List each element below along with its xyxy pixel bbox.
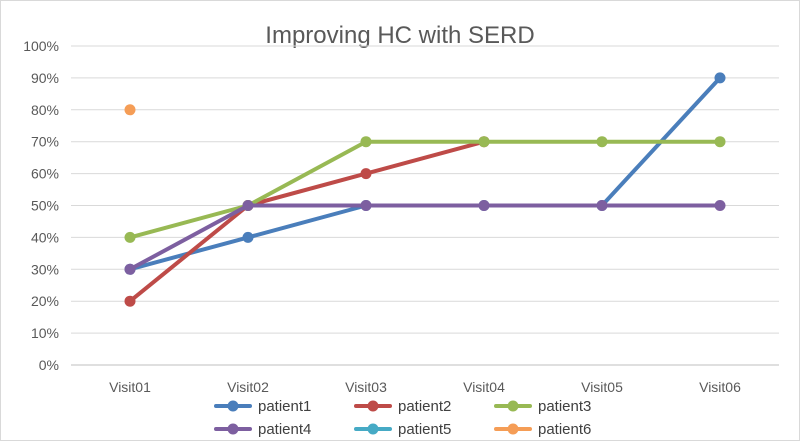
x-tick-label: Visit04: [463, 379, 505, 395]
data-point-patient3: [596, 136, 608, 148]
data-point-patient2: [124, 295, 136, 307]
legend-label: patient5: [398, 421, 451, 438]
legend-item-patient4: patient4: [214, 421, 311, 438]
data-point-patient4: [242, 200, 254, 211]
data-point-patient3: [714, 136, 726, 148]
x-tick-label: Visit01: [109, 379, 151, 395]
legend-label: patient4: [258, 421, 311, 438]
series-patient4: [124, 200, 726, 275]
series-patient6: [124, 104, 136, 116]
legend-item-patient2: patient2: [354, 398, 451, 415]
data-point-patient4: [596, 200, 608, 211]
chart-title: Improving HC with SERD: [265, 22, 534, 49]
legend-item-patient5: patient5: [354, 421, 451, 438]
data-point-patient6: [124, 104, 136, 116]
x-tick-label: Visit06: [699, 379, 741, 395]
data-point-patient4: [478, 200, 490, 211]
data-point-patient1: [714, 72, 726, 84]
y-tick-label: 60%: [31, 166, 59, 182]
gridlines: [71, 45, 779, 334]
data-point-patient4: [124, 263, 136, 275]
legend-swatch-marker: [367, 400, 379, 412]
legend-swatch-marker: [367, 423, 379, 435]
y-tick-label: 100%: [23, 38, 59, 54]
x-tick-label: Visit02: [227, 379, 269, 395]
x-tick-label: Visit05: [581, 379, 623, 395]
legend-label: patient6: [538, 421, 591, 438]
data-point-patient2: [360, 168, 372, 180]
y-tick-label: 50%: [31, 198, 59, 214]
data-point-patient3: [360, 136, 372, 148]
legend-label: patient2: [398, 398, 451, 415]
y-tick-label: 0%: [39, 357, 59, 373]
legend-label: patient1: [258, 398, 311, 415]
legend-item-patient3: patient3: [494, 398, 591, 415]
data-point-patient1: [242, 231, 254, 243]
legend-swatch-marker: [227, 423, 239, 435]
y-tick-label: 40%: [31, 229, 59, 245]
series-line-patient4: [128, 203, 722, 272]
series-patient3: [124, 136, 726, 243]
legend-item-patient1: patient1: [214, 398, 311, 415]
y-tick-label: 70%: [31, 134, 59, 150]
y-tick-label: 80%: [31, 102, 59, 118]
y-tick-label: 20%: [31, 293, 59, 309]
legend-swatch-marker: [507, 400, 519, 412]
y-tick-label: 10%: [31, 325, 59, 341]
series-lines: [124, 72, 726, 307]
y-tick-label: 30%: [31, 261, 59, 277]
legend-swatch-marker: [227, 400, 239, 412]
y-tick-label: 90%: [31, 70, 59, 86]
data-point-patient3: [124, 231, 136, 243]
series-line-patient3: [128, 139, 722, 240]
x-tick-label: Visit03: [345, 379, 387, 395]
legend-item-patient6: patient6: [494, 421, 591, 438]
legend: patient1 patient2 patient3 patient4 patient5…: [214, 398, 591, 438]
axes: 0% 10% 20% 30% 40% 50% 60% 70% 80% 90% 100% Visit01…: [23, 38, 779, 395]
data-point-patient4: [714, 200, 726, 211]
legend-swatch-marker: [507, 423, 519, 435]
data-point-patient4: [360, 200, 372, 211]
data-point-patient3: [478, 136, 490, 148]
series-line-patient2: [128, 139, 486, 304]
legend-label: patient3: [538, 398, 591, 415]
